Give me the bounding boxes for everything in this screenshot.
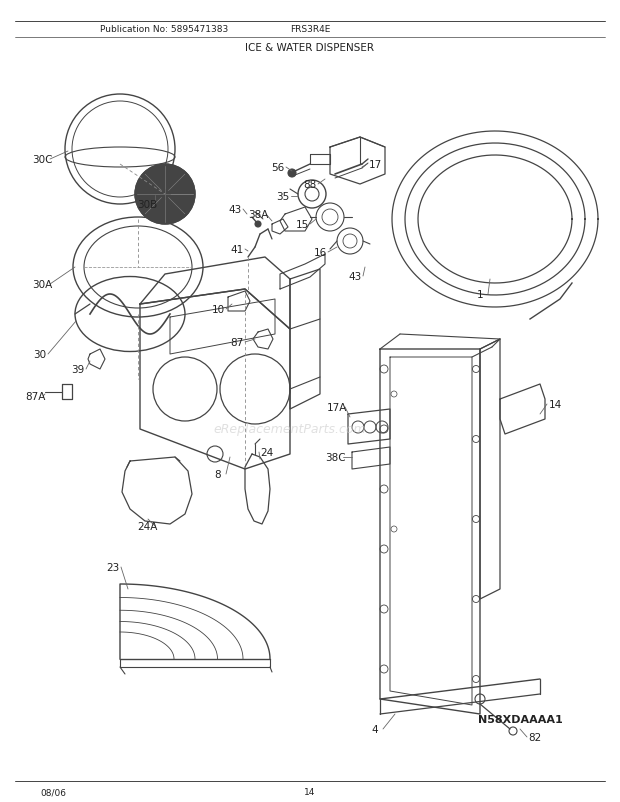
Text: FRS3R4E: FRS3R4E: [290, 26, 330, 34]
Text: 24A: 24A: [137, 521, 157, 532]
Text: 35: 35: [277, 192, 290, 202]
Text: Publication No: 5895471383: Publication No: 5895471383: [100, 26, 228, 34]
Circle shape: [255, 221, 261, 228]
Text: 24: 24: [260, 448, 273, 457]
Text: 38C: 38C: [325, 452, 345, 463]
Circle shape: [288, 170, 296, 178]
Text: 41: 41: [231, 245, 244, 255]
Text: 16: 16: [313, 248, 327, 257]
Text: 30B: 30B: [137, 200, 157, 210]
Text: 38A: 38A: [248, 210, 268, 220]
Text: 8: 8: [215, 469, 221, 480]
Text: 23: 23: [107, 562, 120, 573]
Text: ICE & WATER DISPENSER: ICE & WATER DISPENSER: [246, 43, 374, 53]
Text: 87A: 87A: [25, 391, 45, 402]
Text: 1: 1: [477, 290, 484, 300]
Text: 14: 14: [304, 788, 316, 796]
Text: 43: 43: [228, 205, 242, 215]
Text: 30C: 30C: [32, 155, 52, 164]
Text: 39: 39: [71, 365, 84, 375]
Text: 56: 56: [272, 163, 285, 172]
Text: eReplacementParts.com: eReplacementParts.com: [214, 423, 366, 436]
Text: 17: 17: [368, 160, 382, 170]
Text: 88: 88: [303, 180, 317, 190]
Text: 87: 87: [231, 338, 244, 347]
Text: 82: 82: [528, 732, 542, 742]
Text: 30: 30: [33, 350, 46, 359]
Text: N58XDAAAA1: N58XDAAAA1: [477, 714, 562, 724]
Text: 4: 4: [371, 724, 378, 734]
Text: 15: 15: [295, 220, 309, 229]
Text: 14: 14: [548, 399, 562, 410]
Text: 17A: 17A: [327, 403, 347, 412]
Circle shape: [135, 164, 195, 225]
Text: 43: 43: [348, 272, 361, 282]
Text: 10: 10: [211, 305, 224, 314]
Text: 30A: 30A: [32, 280, 52, 290]
Text: 08/06: 08/06: [40, 788, 66, 796]
